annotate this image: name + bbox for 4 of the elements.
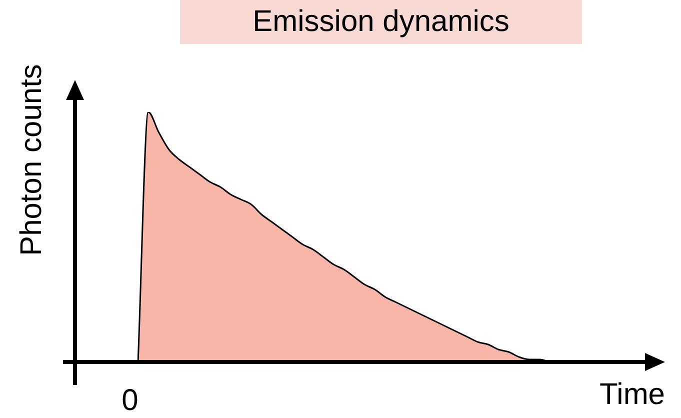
chart-title: Emission dynamics (180, 0, 582, 44)
text: 0 (122, 384, 138, 418)
y-axis-title: Photon counts (15, 64, 49, 256)
x-axis-title: Time (599, 378, 665, 412)
